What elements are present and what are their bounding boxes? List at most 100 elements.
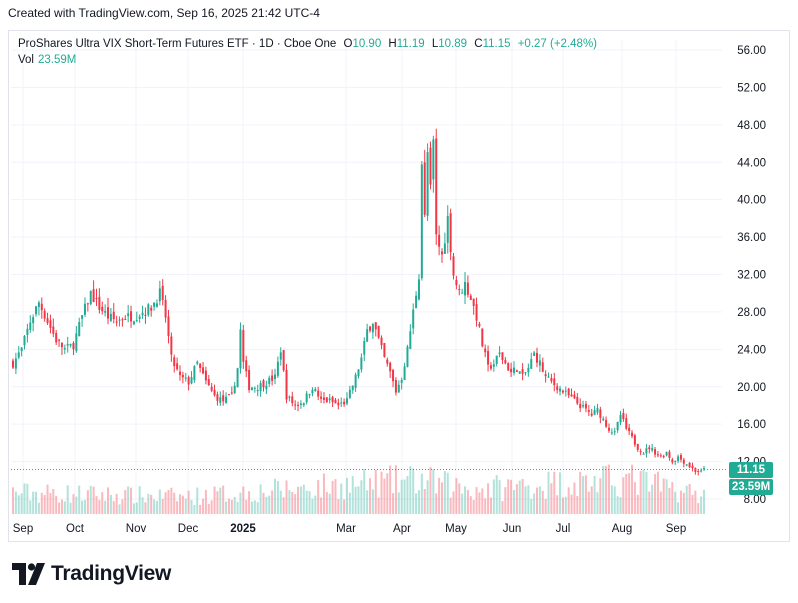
- candle-body: [371, 324, 374, 333]
- candle-body: [245, 360, 248, 372]
- candle-body: [239, 329, 242, 369]
- volume-bar: [420, 473, 423, 514]
- candle-body: [654, 449, 657, 455]
- candle-body: [78, 322, 81, 337]
- open-label: O: [343, 38, 353, 50]
- volume-bar: [225, 501, 228, 514]
- volume-bar: [377, 497, 380, 514]
- candle-body: [553, 378, 556, 386]
- volume-bar: [665, 479, 668, 514]
- volume-bar: [297, 486, 300, 514]
- low-label: L: [431, 38, 439, 50]
- volume-bar: [455, 478, 458, 514]
- candle-body: [69, 343, 72, 346]
- volume-bar: [95, 496, 98, 514]
- candle-body: [14, 358, 17, 369]
- volume-bar: [386, 473, 389, 514]
- close-value: 11.15: [482, 38, 511, 50]
- candle-body: [694, 468, 697, 472]
- volume-bar: [46, 484, 49, 514]
- candle-body: [616, 421, 619, 431]
- candle-body: [23, 336, 26, 346]
- candle-body: [109, 313, 112, 321]
- candle-body: [86, 303, 89, 305]
- volume-bar: [132, 503, 135, 514]
- x-tick-label: Apr: [393, 523, 411, 535]
- candle-body: [308, 394, 311, 396]
- volume-bar: [559, 472, 562, 514]
- volume-bar: [63, 501, 66, 514]
- volume-bar: [311, 498, 314, 514]
- volume-bar: [656, 471, 659, 514]
- candle-body: [677, 456, 680, 461]
- volume-bar: [579, 471, 582, 514]
- candle-body: [322, 397, 325, 400]
- volume-bar: [475, 487, 478, 514]
- volume-bar: [415, 493, 418, 514]
- y-tick-label: 32.00: [737, 270, 766, 282]
- candle-body: [435, 138, 438, 235]
- x-tick-label: Sep: [13, 523, 33, 535]
- candle-body: [225, 396, 228, 403]
- candle-body: [369, 326, 372, 331]
- volume-bar: [659, 491, 662, 514]
- volume-bar: [17, 495, 20, 514]
- volume-bar: [564, 496, 567, 514]
- volume-bar: [43, 494, 46, 514]
- candle-body: [691, 465, 694, 469]
- volume-bar: [75, 496, 78, 514]
- candle-body: [512, 367, 515, 373]
- volume-bar: [291, 492, 294, 514]
- candle-body: [81, 315, 84, 319]
- volume-bar: [253, 500, 256, 514]
- candle-body: [118, 319, 121, 321]
- candle-body: [484, 348, 487, 353]
- volume-bar: [20, 493, 23, 514]
- candle-body: [150, 307, 153, 311]
- volume-bar: [412, 468, 415, 514]
- candle-body: [682, 459, 685, 464]
- candle-body: [559, 388, 562, 392]
- volume-bar: [207, 503, 210, 514]
- volume-bar: [242, 486, 245, 514]
- candle-body: [417, 279, 420, 300]
- candle-body: [63, 348, 66, 350]
- volume-bar: [498, 480, 501, 514]
- candle-body: [158, 288, 161, 302]
- tradingview-logo[interactable]: TradingView: [12, 562, 171, 586]
- volume-bar: [210, 500, 213, 514]
- volume-bar: [196, 487, 199, 514]
- candle-body: [242, 330, 245, 362]
- volume-bar: [662, 478, 665, 514]
- x-axis: Sep Oct Nov Dec 2025 Mar Apr May Jun Jul Aug Sep: [13, 523, 686, 535]
- volume-bar: [328, 493, 331, 514]
- candle-body: [291, 396, 294, 404]
- candle-body: [536, 352, 539, 363]
- volume-bar: [596, 492, 599, 514]
- candle-body: [446, 216, 449, 243]
- candle-body: [348, 389, 351, 398]
- volume-bar: [357, 486, 360, 514]
- volume-bar: [184, 498, 187, 514]
- candle-body: [196, 361, 199, 364]
- volume-bar: [268, 495, 271, 514]
- candle-body: [357, 369, 360, 376]
- candle-body: [466, 282, 469, 295]
- candle-body: [587, 410, 590, 412]
- candle-body: [593, 410, 596, 415]
- candle-body: [438, 234, 441, 247]
- volume-bar: [29, 500, 32, 514]
- volume-bar: [685, 485, 688, 514]
- volume-bar: [167, 489, 170, 514]
- volume-bar: [239, 492, 242, 514]
- volume-bar: [504, 487, 507, 514]
- x-tick-label: Jul: [556, 523, 571, 535]
- volume-bar: [170, 487, 173, 514]
- volume-bar: [682, 492, 685, 514]
- candle-body: [17, 352, 20, 358]
- candle-body: [564, 390, 567, 392]
- volume-bar: [394, 465, 397, 514]
- candle-body: [567, 388, 570, 396]
- candle-body: [271, 375, 274, 381]
